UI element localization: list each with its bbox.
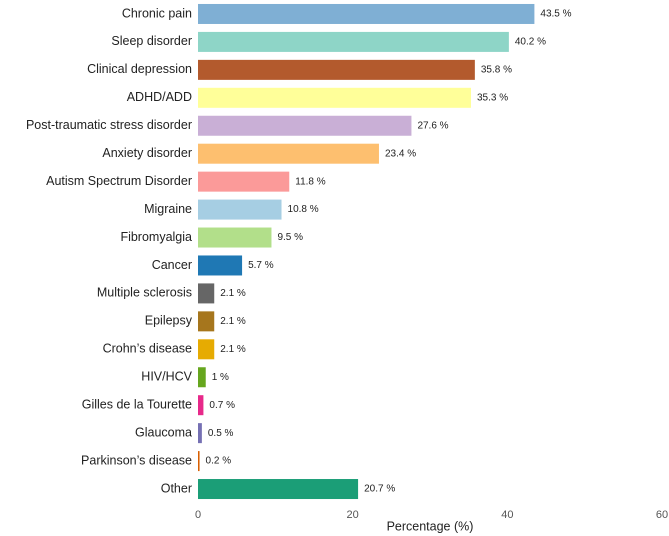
value-label: 2.1 % [220,288,246,299]
x-tick-label: 20 [347,509,359,521]
y-tick-label: HIV/HCV [141,370,192,384]
y-tick-label: Epilepsy [145,314,193,328]
bar [198,479,359,500]
value-label: 0.5 % [208,428,234,439]
value-label: 10.8 % [288,204,319,215]
y-tick-label: Anxiety disorder [102,146,192,160]
y-tick-label: Parkinson’s disease [81,453,192,467]
bar [198,3,535,24]
value-label: 2.1 % [220,344,246,355]
value-label: 35.3 % [477,92,508,103]
value-label: 35.8 % [481,65,512,76]
y-tick-label: Gilles de la Tourette [82,397,192,411]
value-label: 40.2 % [515,37,546,48]
value-label: 43.5 % [540,9,571,20]
y-tick-label: Chronic pain [122,6,192,20]
y-tick-label: Glaucoma [135,425,192,439]
bar [198,339,215,360]
value-label: 9.5 % [277,232,303,243]
y-tick-label: Multiple sclerosis [97,286,192,300]
bar [198,423,202,444]
y-tick-label: Other [161,481,192,495]
y-tick-label: Cancer [152,258,192,272]
y-tick-label: Fibromyalgia [120,230,192,244]
y-tick-label: Crohn’s disease [103,342,192,356]
x-tick-label: 40 [501,509,513,521]
x-tick-label: 60 [656,509,668,521]
y-tick-label: Autism Spectrum Disorder [46,174,192,188]
y-tick-label: Clinical depression [87,62,192,76]
bar [198,171,290,192]
bar [198,115,412,136]
bar [198,451,200,472]
bar [198,311,215,332]
bar [198,395,204,416]
bar [198,59,475,80]
value-label: 0.2 % [206,456,232,467]
y-tick-label: Sleep disorder [111,34,192,48]
bar [198,31,509,52]
value-label: 11.8 % [295,176,325,187]
value-label: 0.7 % [209,400,235,411]
bar [198,367,206,388]
value-label: 5.7 % [248,260,274,271]
bar [198,227,272,248]
value-label: 2.1 % [220,316,246,327]
value-label: 1 % [212,372,229,383]
bar [198,143,379,164]
y-tick-label: Migraine [144,202,192,216]
value-label: 27.6 % [417,120,448,131]
y-tick-label: Post-traumatic stress disorder [26,118,192,132]
bar [198,255,243,276]
bar [198,283,215,304]
value-label: 23.4 % [385,148,416,159]
y-tick-label: ADHD/ADD [127,90,192,104]
x-tick-label: 0 [195,509,201,521]
bar [198,199,282,220]
value-label: 20.7 % [364,484,395,495]
x-axis-label: Percentage (%) [387,519,474,533]
bar [198,87,471,108]
